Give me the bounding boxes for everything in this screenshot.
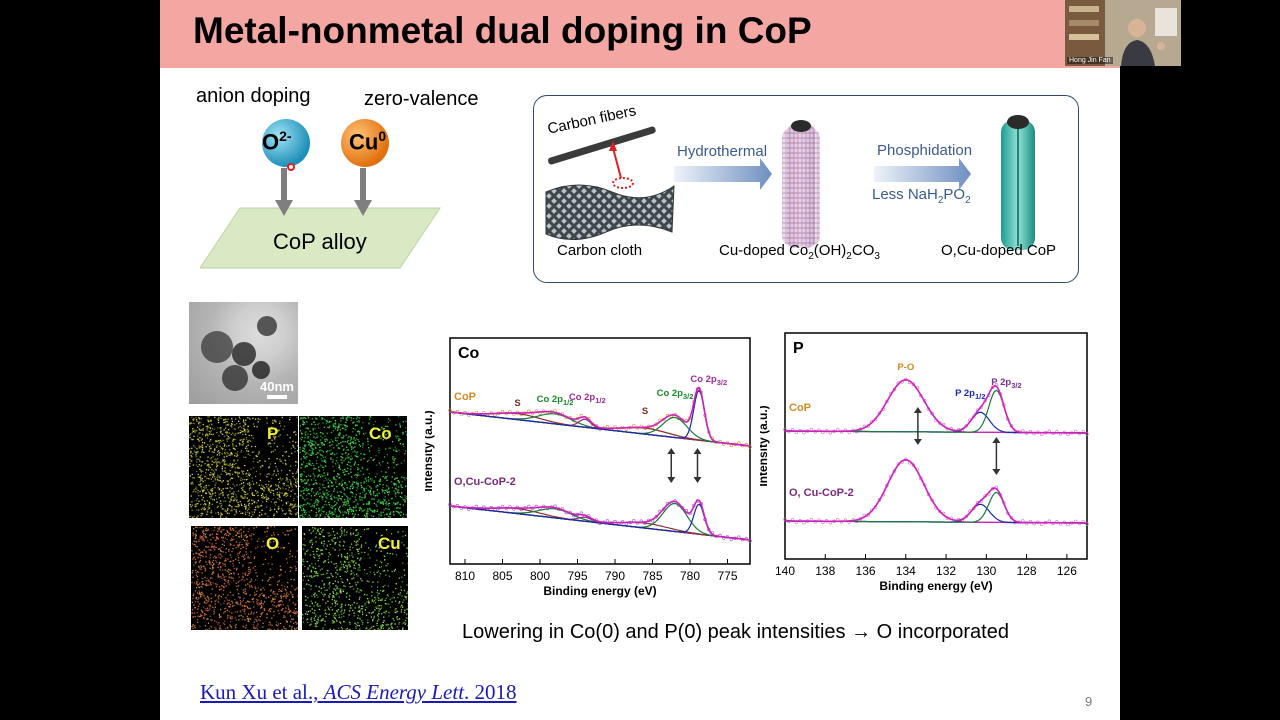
- participant-name: Hong Jin Fan: [1067, 57, 1113, 64]
- slide-title: Metal-nonmetal dual doping in CoP: [193, 10, 812, 51]
- phosphidation-label: Phosphidation: [877, 142, 973, 159]
- o-ion-label: O2-: [262, 128, 292, 155]
- zero-valence-label: zero-valence: [364, 88, 479, 110]
- x-tick-label-4: 132: [936, 564, 956, 578]
- tem-image: 40nm: [189, 302, 298, 404]
- data-point: [964, 424, 968, 428]
- x-tick-label-0: 810: [455, 569, 475, 583]
- product-1-label: Cu-doped Co2(OH)2CO3: [719, 242, 880, 262]
- reference-link[interactable]: Kun Xu et al., ACS Energy Lett. 2018: [200, 680, 517, 704]
- data-point: [964, 514, 968, 519]
- plot-frame: [449, 337, 751, 565]
- page-number: 9: [1085, 694, 1093, 709]
- component-peak-0-5: [449, 389, 751, 447]
- phosphidation-note: Less NaH2PO2: [872, 186, 971, 206]
- x-tick-label-4: 790: [605, 569, 625, 583]
- data-point: [938, 421, 942, 425]
- x-tick-label-2: 800: [530, 569, 550, 583]
- product-2-label: O,Cu-doped CoP: [941, 242, 1057, 259]
- peak-label-5: Co 2p3/2: [690, 374, 727, 387]
- x-tick-label-6: 780: [680, 569, 700, 583]
- x-tick-label-5: 130: [976, 564, 996, 578]
- peak-label-0: P-O: [897, 362, 914, 373]
- data-point: [911, 382, 916, 386]
- synthesis-graphic: [545, 115, 1035, 250]
- schematic-graphic: [200, 119, 441, 269]
- x-tick-label-3: 795: [567, 569, 587, 583]
- x-tick-label-7: 775: [717, 569, 737, 583]
- fitted-envelope-1: [785, 458, 1087, 524]
- xps-p-chart: 140 138 136 134 132 130 128 126 Binding energy (…: [760, 332, 1089, 593]
- series-label-0: CoP: [454, 391, 476, 403]
- webcam-thumbnail[interactable]: Hong Jin Fan: [1065, 0, 1181, 66]
- component-peak-1-5: [449, 503, 751, 541]
- data-point: [448, 502, 452, 507]
- y-axis-label: Intensity (a.u.): [760, 405, 770, 486]
- plot-frame: [784, 332, 1088, 560]
- y-axis-label: Intensity (a.u.): [425, 410, 435, 491]
- eds-map-co: Co: [299, 416, 407, 518]
- chart-title: P: [793, 340, 804, 357]
- xps-co-chart: 810 805 800 795 790 785 780 775 Binding energy (…: [425, 337, 752, 598]
- data-point: [448, 408, 452, 413]
- x-tick-label-6: 128: [1017, 564, 1037, 578]
- fitted-envelope-1: [449, 499, 751, 541]
- peak-label-3: S: [642, 406, 648, 417]
- scale-bar-label: 40nm: [260, 379, 294, 394]
- data-point: [911, 463, 916, 467]
- peak-label-1: Co 2p1/2: [537, 394, 574, 407]
- eds-map-p: P: [189, 416, 298, 518]
- x-tick-label-3: 134: [896, 564, 916, 578]
- fitted-envelope-0: [785, 378, 1087, 434]
- anion-doping-label: anion doping: [196, 85, 311, 107]
- x-axis-label: Binding energy (eV): [879, 579, 992, 593]
- slide: Metal-nonmetal dual doping in CoP anion …: [160, 0, 1120, 720]
- o-ion-sphere: [262, 119, 310, 167]
- chart-title: Co: [458, 345, 480, 362]
- x-tick-label-1: 138: [815, 564, 835, 578]
- series-label-0: CoP: [789, 402, 811, 414]
- synthesis-diagram: Carbon fibers Carbon cloth Hydrothermal …: [533, 95, 1079, 283]
- substrate-label: CoP alloy: [273, 229, 367, 254]
- x-tick-label-2: 136: [856, 564, 876, 578]
- x-axis-label: Binding energy (eV): [543, 584, 656, 598]
- peak-label-2: Co 2p1/2: [569, 392, 606, 405]
- peak-label-2: P 2p3/2: [991, 377, 1021, 390]
- data-point: [654, 515, 659, 519]
- peak-label-1: P 2p1/2: [955, 388, 985, 401]
- x-tick-label-0: 140: [775, 564, 795, 578]
- fitted-envelope-0: [449, 386, 751, 447]
- hydrothermal-label: Hydrothermal: [677, 143, 768, 160]
- x-tick-label-5: 785: [642, 569, 662, 583]
- eds-map-o: O: [191, 526, 298, 630]
- title-bar: Metal-nonmetal dual doping in CoP: [160, 0, 1120, 68]
- series-label-1: O, Cu-CoP-2: [789, 487, 854, 499]
- peak-label-0: S: [514, 398, 520, 409]
- carbon-cloth-label: Carbon cloth: [557, 242, 643, 259]
- peak-label-4: Co 2p3/2: [657, 388, 694, 401]
- x-tick-label-7: 126: [1057, 564, 1077, 578]
- series-label-1: O,Cu-CoP-2: [454, 476, 516, 488]
- x-tick-label-1: 805: [492, 569, 512, 583]
- eds-map-cu: Cu: [302, 526, 408, 630]
- caption: Lowering in Co(0) and P(0) peak intensit…: [462, 621, 1009, 643]
- cu-ion-label: Cu0: [349, 128, 387, 155]
- cu-ion-sphere: [341, 119, 389, 167]
- data-point: [938, 509, 942, 514]
